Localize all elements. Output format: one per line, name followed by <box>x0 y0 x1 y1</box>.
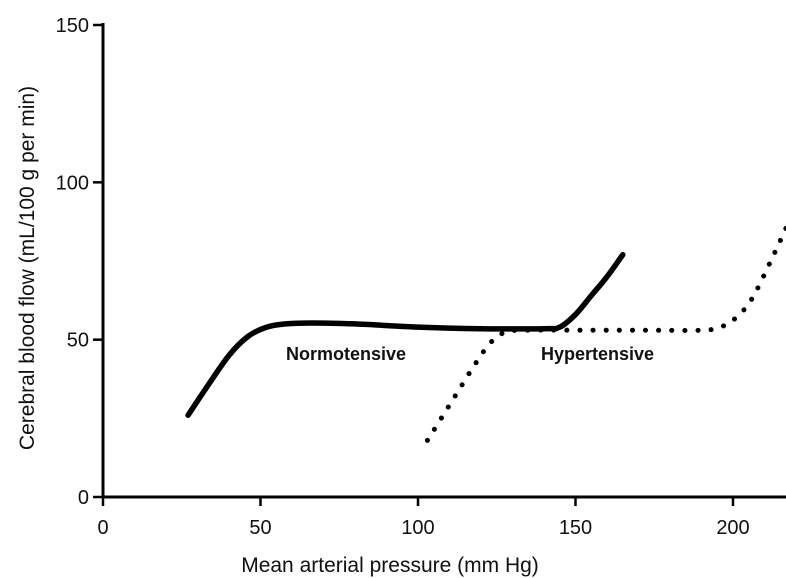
curve-label-hypertensive: Hypertensive <box>541 344 654 364</box>
x-tick-label: 150 <box>559 517 592 539</box>
x-tick-label: 200 <box>716 517 749 539</box>
y-tick-label: 100 <box>56 172 89 194</box>
labels: Mean arterial pressure (mm Hg) Cerebral b… <box>16 86 654 577</box>
curves <box>185 222 786 443</box>
y-tick-label: 0 <box>78 487 89 509</box>
x-axis-title: Mean arterial pressure (mm Hg) <box>241 554 539 577</box>
curve-label-normotensive: Normotensive <box>286 344 406 364</box>
y-tick-label: 150 <box>56 15 89 37</box>
x-tick-label: 50 <box>249 517 271 539</box>
y-tick-label: 50 <box>67 330 89 352</box>
x-tick-label: 100 <box>401 517 434 539</box>
normotensive-curve <box>185 251 626 418</box>
x-tick-label: 0 <box>97 517 108 539</box>
y-axis-title: Cerebral blood flow (mL/100 g per min) <box>16 86 39 450</box>
axes: 0 50 100 150 200 0 50 100 150 <box>56 15 786 539</box>
